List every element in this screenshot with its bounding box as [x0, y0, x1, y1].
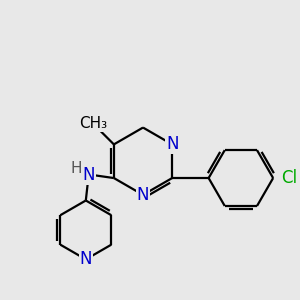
Text: N: N [82, 166, 95, 184]
Text: H: H [70, 161, 82, 176]
Text: Cl: Cl [281, 169, 298, 187]
Text: CH₃: CH₃ [79, 116, 107, 131]
Text: N: N [166, 135, 178, 153]
Text: N: N [80, 250, 92, 268]
Text: N: N [137, 186, 149, 204]
